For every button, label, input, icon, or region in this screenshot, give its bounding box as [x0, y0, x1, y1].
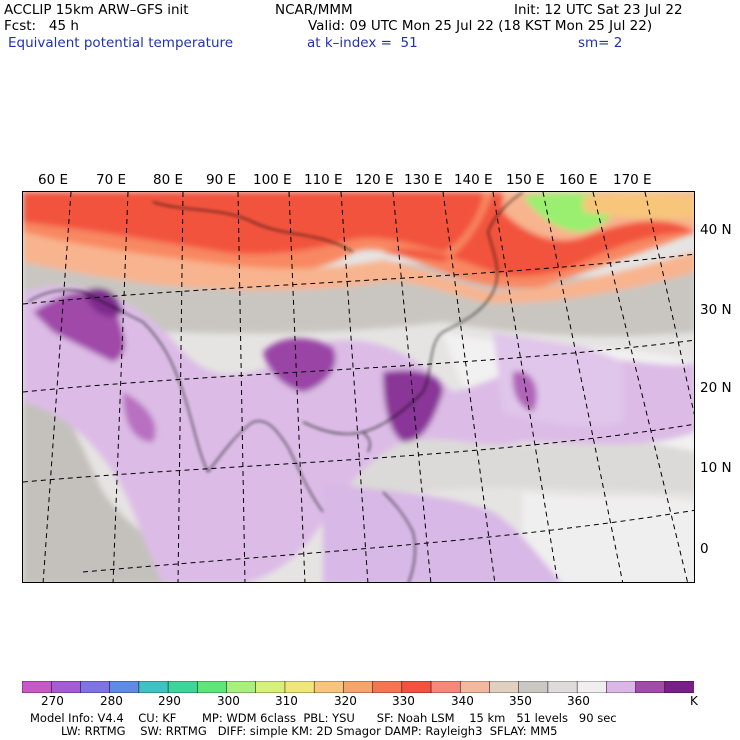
init-time: Init: 12 UTC Sat 23 Jul 22: [514, 2, 683, 18]
colorbar-swatch: [226, 681, 257, 693]
colorbar-swatch: [635, 681, 666, 693]
colorbar-swatch: [343, 681, 374, 693]
model-title: ACCLIP 15km ARW–GFS init: [4, 2, 189, 18]
colorbar-unit: K: [690, 694, 698, 708]
lon-label: 140 E: [454, 172, 493, 188]
lon-label: 120 E: [355, 172, 394, 188]
colorbar-swatch: [80, 681, 111, 693]
colorbar-swatch: [606, 681, 637, 693]
colorbar-swatch: [197, 681, 228, 693]
colorbar-label: 310: [275, 694, 298, 708]
colorbar-swatch: [167, 681, 199, 693]
colorbar: [22, 681, 694, 693]
colorbar-swatch: [401, 681, 432, 693]
colorbar-label: 290: [158, 694, 181, 708]
colorbar-swatch: [664, 681, 694, 693]
map-field: [23, 192, 694, 582]
lon-label: 80 E: [153, 172, 183, 188]
valid-time: Valid: 09 UTC Mon 25 Jul 22 (18 KST Mon …: [308, 18, 653, 34]
model-info-line2: LW: RRTMG SW: RRTMG DIFF: simple KM: 2D …: [61, 724, 558, 738]
colorbar-swatch: [284, 681, 315, 693]
colorbar-swatch: [518, 681, 549, 693]
colorbar-swatch: [50, 681, 82, 693]
colorbar-swatch: [489, 681, 520, 693]
colorbar-label: 350: [509, 694, 532, 708]
lon-label: 170 E: [613, 172, 652, 188]
lon-label: 90 E: [206, 172, 236, 188]
coastlines: [27, 192, 524, 582]
lat-label: 40 N: [700, 222, 732, 238]
colorbar-label: 360: [567, 694, 590, 708]
lon-label: 70 E: [96, 172, 126, 188]
forecast-hour: Fcst: 45 h: [4, 18, 79, 34]
lon-label: 130 E: [404, 172, 443, 188]
org-label: NCAR/MMM: [275, 2, 353, 18]
colorbar-label: 320: [334, 694, 357, 708]
colorbar-swatch: [313, 681, 345, 693]
colorbar-label: 330: [392, 694, 415, 708]
model-info-line1: Model Info: V4.4 CU: KF MP: WDM 6class P…: [30, 711, 617, 725]
colorbar-swatch: [430, 681, 462, 693]
lon-label: 150 E: [506, 172, 545, 188]
colorbar-label: 340: [451, 694, 474, 708]
theta-e-shading: [23, 192, 694, 582]
smooth-label: sm= 2: [578, 35, 623, 51]
lon-label: 110 E: [304, 172, 343, 188]
colorbar-label: 300: [217, 694, 240, 708]
colorbar-swatch: [109, 681, 140, 693]
colorbar-swatch: [255, 681, 286, 693]
lat-label: 0: [700, 541, 709, 557]
lon-label: 100 E: [253, 172, 292, 188]
lat-label: 30 N: [700, 302, 732, 318]
field-name: Equivalent potential temperature: [8, 35, 234, 51]
colorbar-swatch: [576, 681, 608, 693]
theta-e-map: [22, 191, 695, 583]
colorbar-swatch: [460, 681, 491, 693]
colorbar-swatch: [372, 681, 403, 693]
colorbar-swatch: [138, 681, 169, 693]
colorbar-label: 270: [41, 694, 64, 708]
colorbar-swatch: [547, 681, 578, 693]
lat-label: 10 N: [700, 460, 732, 476]
colorbar-swatch: [22, 681, 52, 693]
graticule: [23, 192, 694, 582]
lon-label: 60 E: [38, 172, 68, 188]
colorbar-label: 280: [100, 694, 123, 708]
lat-label: 20 N: [700, 380, 732, 396]
level-label: at k–index = 51: [307, 35, 418, 51]
lon-label: 160 E: [559, 172, 598, 188]
